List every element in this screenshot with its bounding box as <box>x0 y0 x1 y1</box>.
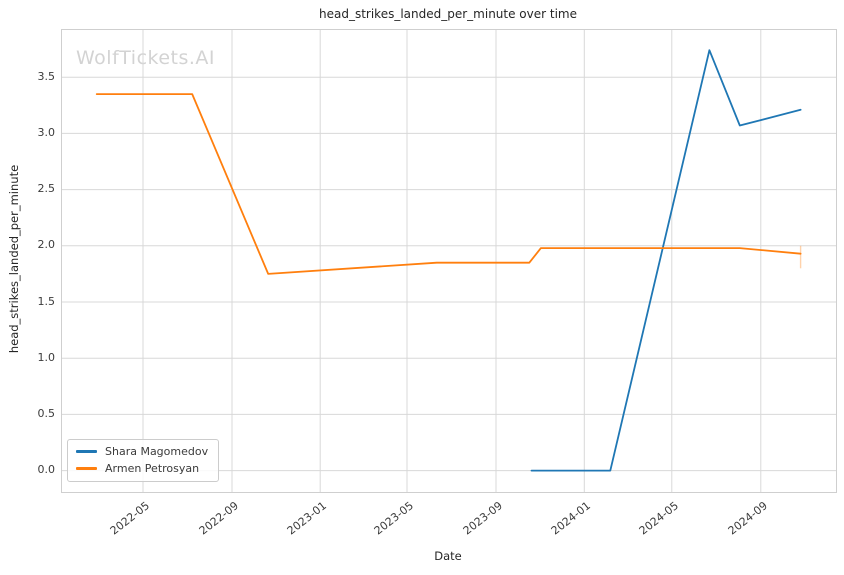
y-tick-label: 1.5 <box>37 294 56 308</box>
x-tick-label: 2024-09 <box>725 499 770 538</box>
x-tick-label: 2023-01 <box>285 499 330 538</box>
watermark: WolfTickets.AI <box>76 47 216 69</box>
y-tick-label: 2.0 <box>37 238 56 252</box>
y-tick-label: 3.5 <box>37 69 56 83</box>
y-tick-label: 2.5 <box>37 182 56 196</box>
x-tick-label: 2024-01 <box>549 499 594 538</box>
legend-item: Shara Magomedov <box>76 445 208 458</box>
x-tick-label: 2024-05 <box>636 499 681 538</box>
series-line-1 <box>95 93 802 275</box>
x-tick-label: 2022-05 <box>107 499 153 538</box>
y-tick-label: 0.0 <box>37 463 56 477</box>
x-tick-label: 2023-05 <box>371 499 417 538</box>
chart-title: head_strikes_landed_per_minute over time <box>318 7 577 21</box>
x-axis-label: Date <box>434 549 462 563</box>
legend-item: Armen Petrosyan <box>76 462 208 475</box>
y-axis-label: head_strikes_landed_per_minute <box>7 164 21 354</box>
x-tick-label: 2022-09 <box>196 499 241 538</box>
plot-area: WolfTickets.AI <box>61 29 837 493</box>
plot-svg <box>62 30 836 492</box>
y-tick-label: 0.5 <box>37 406 56 420</box>
legend-label: Shara Magomedov <box>105 445 209 458</box>
y-tick-label: 3.0 <box>37 125 56 139</box>
legend: Shara Magomedov Armen Petrosyan <box>67 439 220 482</box>
legend-label: Armen Petrosyan <box>105 462 200 475</box>
legend-line-swatch-series-0 <box>76 450 97 453</box>
legend-line-swatch-series-1 <box>76 467 97 470</box>
series-line-0 <box>530 49 802 472</box>
y-tick-label: 1.0 <box>37 350 56 364</box>
x-tick-label: 2023-09 <box>460 499 506 538</box>
